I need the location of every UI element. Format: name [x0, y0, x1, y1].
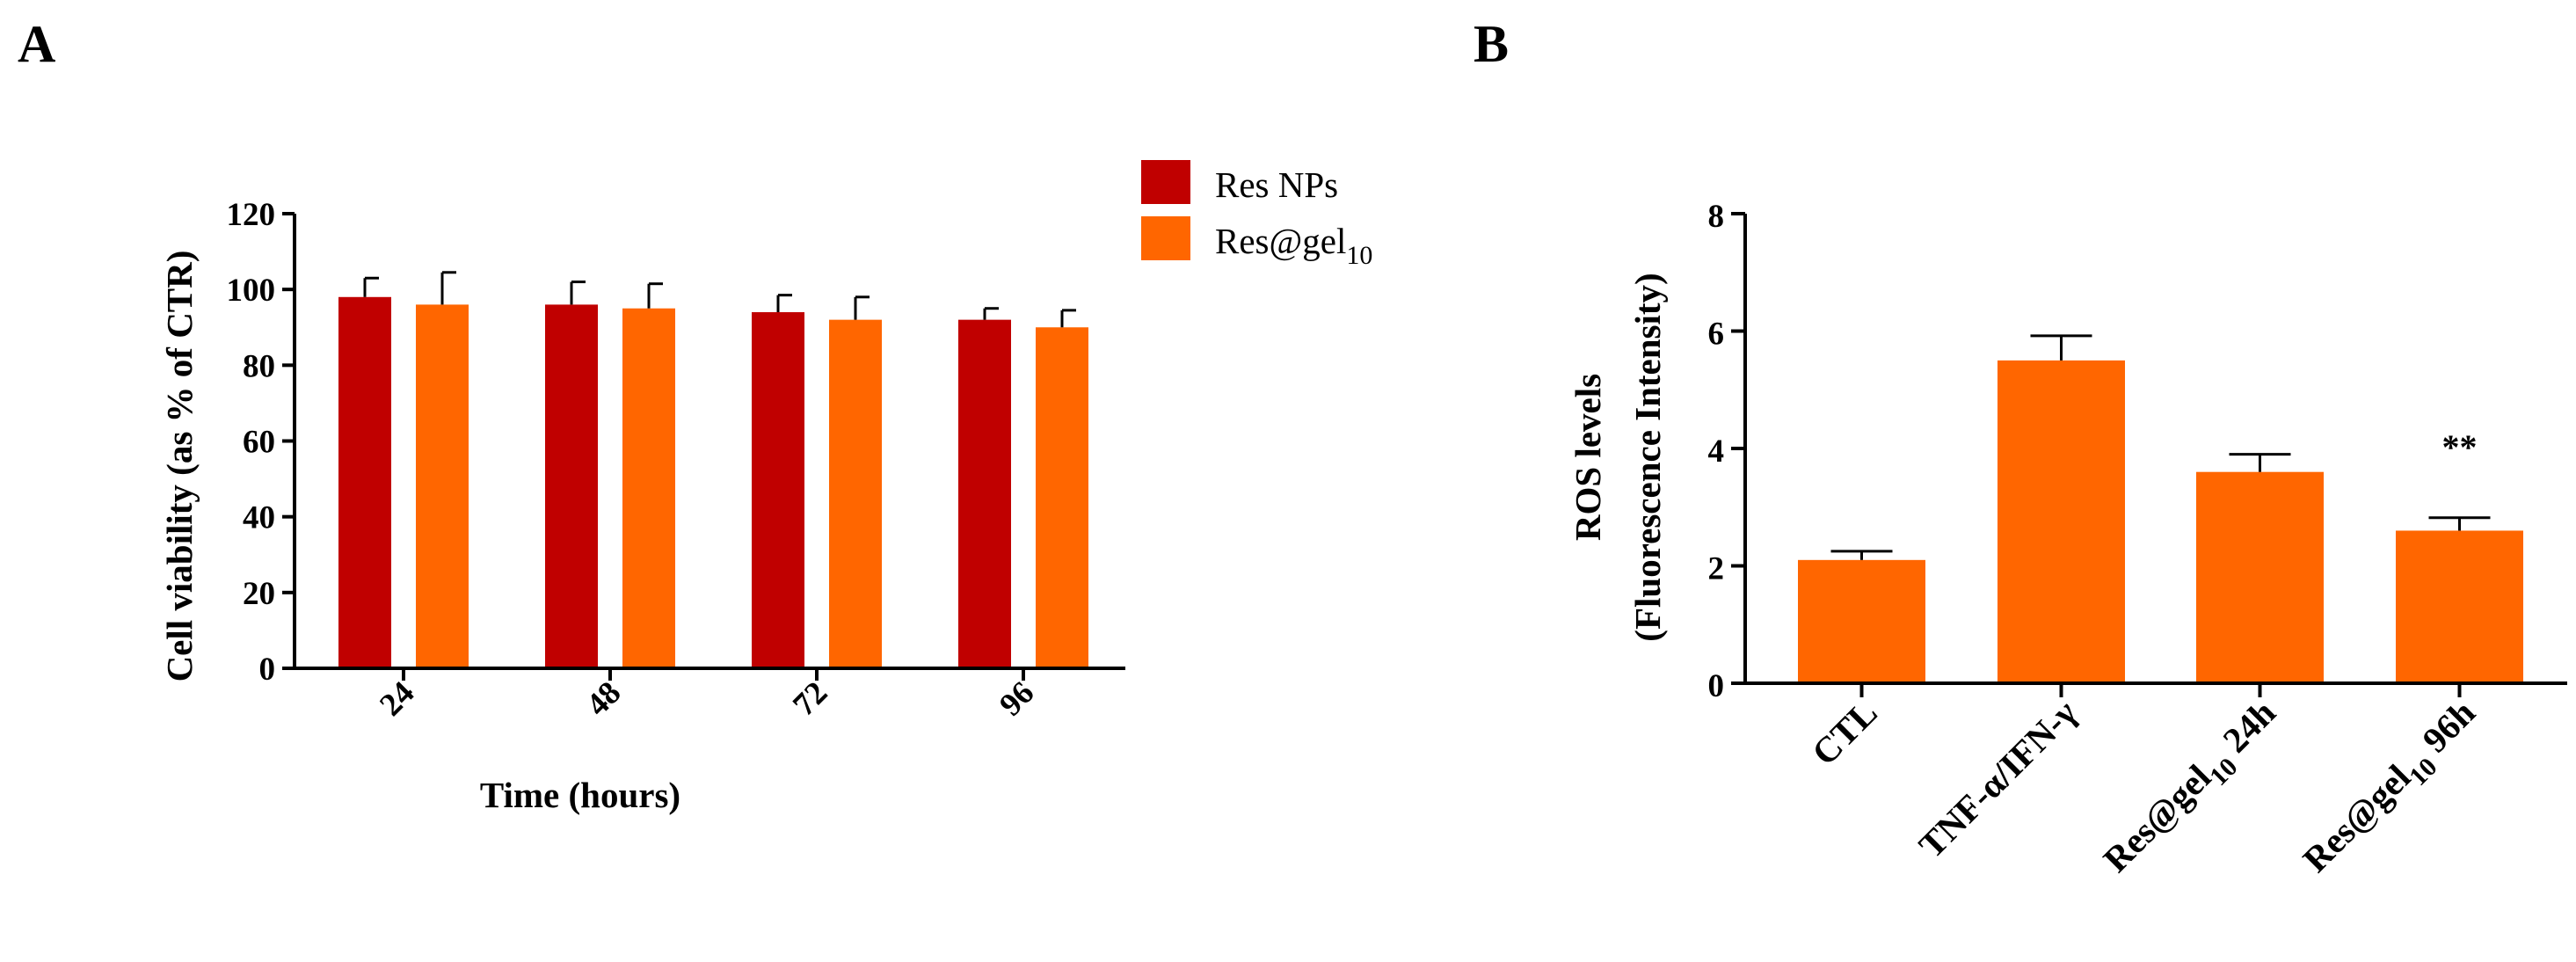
y-tick-label-40: 40 — [243, 500, 275, 536]
x-tick-label-tnf-ifn-: TNF-α/IFN-γ — [1910, 692, 2085, 866]
x-tick-label-72: 72 — [786, 674, 834, 723]
x-tick-label-96: 96 — [993, 674, 1041, 723]
x-tick-label-48: 48 — [579, 674, 628, 723]
x-tick-label-24: 24 — [373, 674, 421, 723]
y-tick-label-8: 8 — [1708, 199, 1725, 235]
legend-label-res-nps: Res NPs — [1215, 164, 1338, 205]
y-tick-label-0: 0 — [1708, 668, 1725, 704]
bar-res-gel10-48 — [622, 308, 675, 668]
panel-a-y-axis: 0 20 40 60 80 100 120 — [227, 197, 296, 688]
bar-res-nps-48 — [545, 304, 598, 668]
bar-tnf-ifn- — [1997, 360, 2125, 683]
bar-res-gel10-96 — [1036, 327, 1088, 668]
panel-b-bar-chart: B 0 2 4 6 8 CTL TNF-α/IFN-γ Res@gel10 24hRes@g… — [1474, 15, 2567, 886]
legend-label-res-gel10: Res@gel10 — [1215, 221, 1372, 270]
bar-res-gel10-96h — [2396, 530, 2523, 683]
y-tick-label-20: 20 — [243, 576, 275, 612]
bar-res-gel10-72 — [829, 319, 882, 668]
panel-a-bars — [338, 271, 1088, 668]
bar-res-nps-24 — [338, 296, 391, 668]
y-tick-label-100: 100 — [227, 273, 276, 309]
bar-ctl — [1798, 559, 1925, 683]
panel-a-x-axis-title: Time (hours) — [480, 775, 680, 815]
y-tick-label-6: 6 — [1708, 317, 1725, 353]
y-tick-label-2: 2 — [1708, 551, 1725, 587]
panel-b-letter: B — [1474, 15, 1509, 73]
panel-a-letter: A — [18, 15, 55, 73]
y-tick-label-120: 120 — [227, 197, 276, 233]
panel-a-y-axis-title: Cell viability (as % of CTR) — [159, 251, 200, 682]
panel-b-y-axis-title: ROS levels — [1568, 374, 1608, 541]
panel-b-bars — [1798, 334, 2523, 683]
panel-b-annotations: ** — [2442, 427, 2478, 467]
bar-res-gel10-24h — [2196, 471, 2324, 683]
bar-res-nps-72 — [752, 312, 804, 668]
legend-swatch-res-nps — [1141, 160, 1190, 204]
panel-a-x-axis: 24 48 72 96 — [293, 667, 1125, 724]
x-tick-label-res-gel10-24h: Res@gel10 24h — [2095, 692, 2289, 886]
y-tick-label-4: 4 — [1708, 434, 1725, 470]
x-tick-label-res-gel10-96h: Res@gel10 96h — [2295, 692, 2489, 886]
significance-annotation: ** — [2442, 427, 2478, 467]
y-tick-label-80: 80 — [243, 348, 275, 384]
legend-swatch-res-gel10 — [1141, 216, 1190, 260]
bar-res-nps-96 — [958, 319, 1011, 668]
y-tick-label-0: 0 — [259, 652, 276, 688]
panel-b-y-axis-subtitle: (Fluorescence Intensity) — [1627, 273, 1668, 641]
x-tick-label-ctl: CTL — [1804, 692, 1885, 773]
bar-res-gel10-24 — [416, 304, 469, 668]
panel-a-legend: Res NPs Res@gel10 — [1141, 160, 1372, 270]
y-tick-label-60: 60 — [243, 425, 275, 461]
panel-b-y-axis: 0 2 4 6 8 — [1708, 199, 1747, 704]
